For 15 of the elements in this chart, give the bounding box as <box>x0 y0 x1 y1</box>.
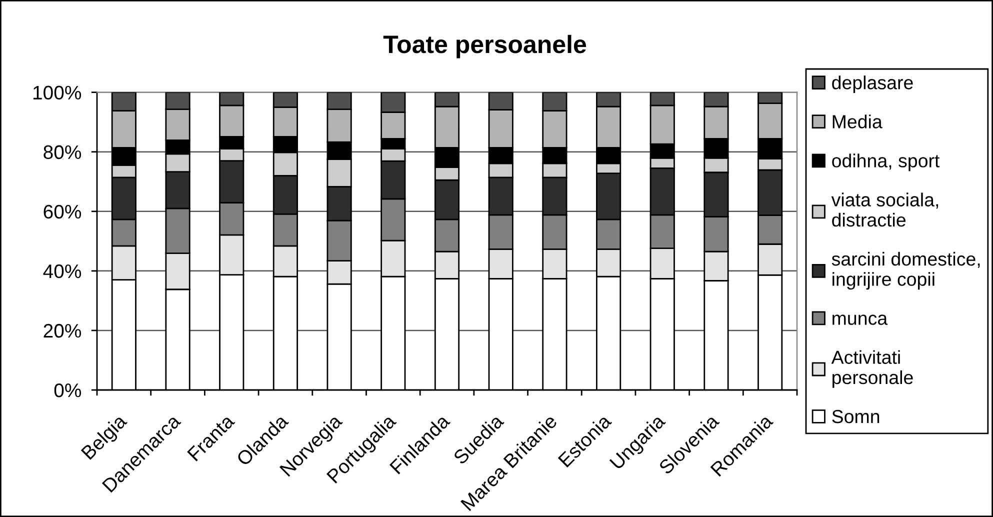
y-tick-label: 80% <box>44 145 82 160</box>
legend-label: Media <box>832 114 882 128</box>
legend-label: deplasare <box>832 76 913 94</box>
legend-label: viata sociala, distractie <box>831 192 938 227</box>
y-tick-label: 60% <box>44 204 82 219</box>
y-tick-label: 20% <box>44 324 82 338</box>
legend-label: munca <box>832 314 888 325</box>
legend-label: Activitati personale <box>831 350 913 388</box>
legend-label: Somn <box>832 410 880 424</box>
y-tick-label: 0% <box>54 383 82 398</box>
chart-title: Toate persoanele <box>383 34 586 58</box>
legend-label: sarcini domestice, ingrijire copii <box>832 252 980 290</box>
y-tick-label: 100% <box>33 86 82 100</box>
legend-label: odihna, sport <box>832 154 940 172</box>
y-tick-label: 40% <box>43 264 82 278</box>
